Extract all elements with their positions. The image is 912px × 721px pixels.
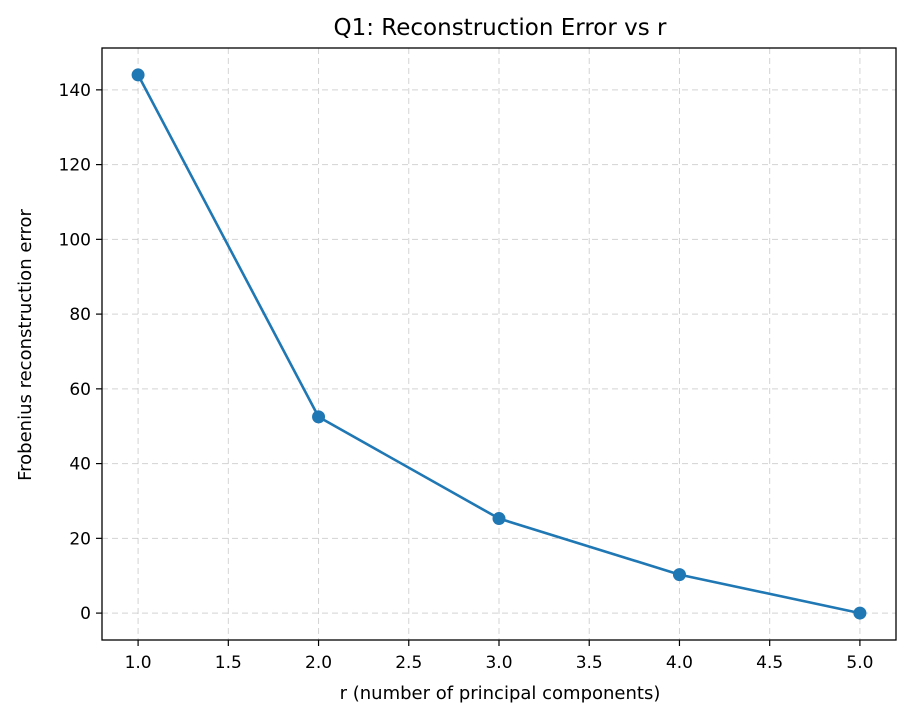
x-tick-label: 1.5 [215,653,242,673]
y-tick-label: 140 [59,81,91,101]
x-tick-label: 2.0 [305,653,332,673]
y-tick-label: 120 [59,156,91,176]
data-point [672,568,686,582]
data-point [853,606,867,620]
x-tick-label: 4.0 [666,653,693,673]
y-axis: 0 20 40 60 80 100 120 140 [59,81,102,624]
x-tick-label: 2.5 [395,653,422,673]
grid [102,48,896,640]
chart-title: Q1: Reconstruction Error vs r [334,15,668,41]
y-tick-label: 100 [59,230,91,250]
x-axis-label: r (number of principal components) [340,683,661,704]
y-tick-label: 0 [80,604,91,624]
x-tick-label: 1.0 [125,653,152,673]
x-tick-label: 3.5 [576,653,603,673]
y-tick-label: 40 [69,455,91,475]
data-point [492,512,506,526]
y-axis-label: Frobenius reconstruction error [15,209,36,481]
data-point [312,410,326,424]
data-point [131,68,145,82]
x-tick-label: 5.0 [846,653,873,673]
y-tick-label: 60 [69,380,91,400]
y-tick-label: 80 [69,305,91,325]
x-tick-label: 4.5 [756,653,783,673]
series-group [131,68,867,620]
x-tick-label: 3.0 [485,653,512,673]
x-axis: 1.0 1.5 2.0 2.5 3.0 3.5 4.0 4.5 5.0 [125,640,873,673]
y-tick-label: 20 [69,529,91,549]
